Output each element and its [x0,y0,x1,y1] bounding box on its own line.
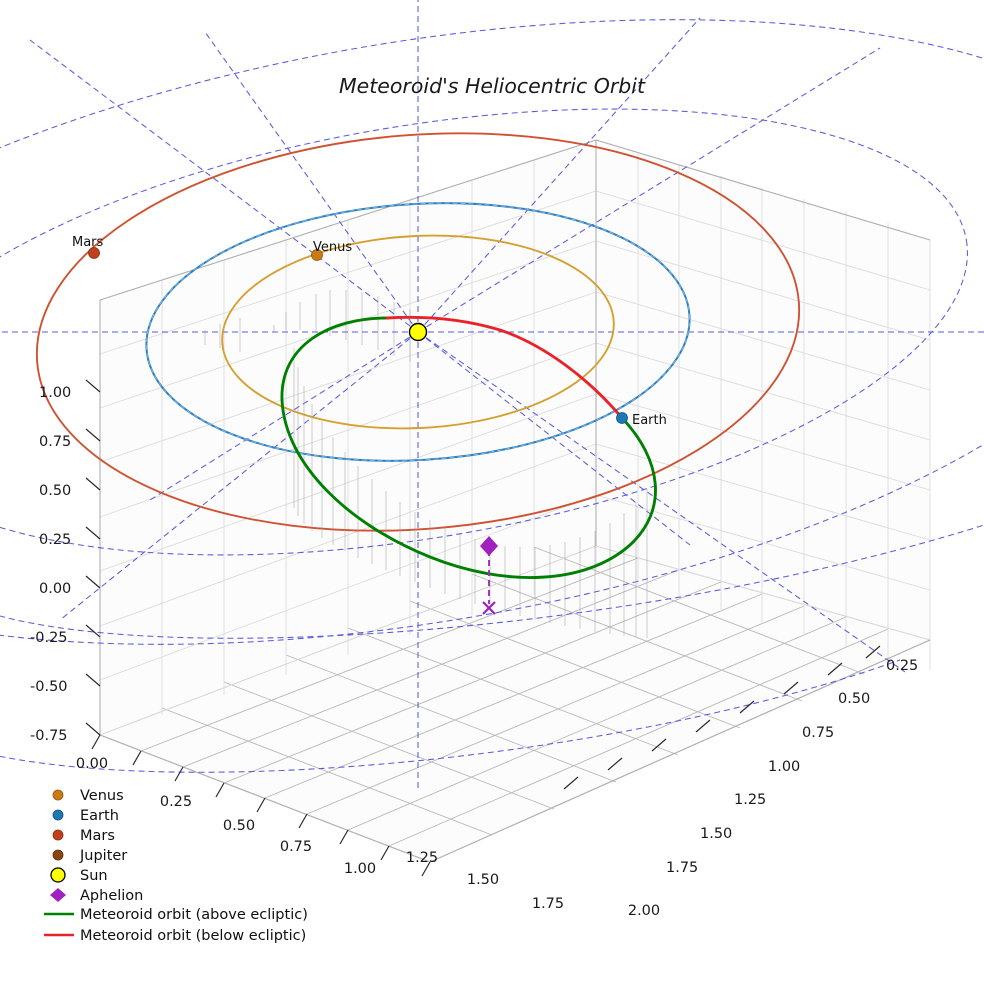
legend-item-aphelion[interactable]: Aphelion [50,888,143,904]
earth-annotation: Earth [632,413,667,428]
venus-marker [311,249,323,261]
legend-earth-circle-icon [52,809,64,821]
z-tick-label-1: 0.75 [39,434,71,450]
legend-label-sun: Sun [80,868,108,884]
body-markers [88,247,628,424]
floor-pane [100,546,930,862]
x-tick-label-6: 1.50 [467,872,499,888]
legend-venus-circle-icon [52,789,64,801]
x-tick-marks [91,734,431,877]
y-axis: 0.25 0.50 0.75 1.00 1.25 1.50 1.75 [563,645,918,876]
mars-marker [88,247,100,259]
meteoroid-orbit [280,315,657,579]
x-tick-label-1: 0.25 [160,794,192,810]
earth-orbit-highlight [145,202,691,462]
legend-jupiter-circle-icon [52,849,64,861]
z-tick-label-0: 1.00 [39,385,71,401]
axis-spines [99,139,931,863]
legend-label-meteoroid-below: Meteoroid orbit (below ecliptic) [80,928,306,944]
legend: Venus Earth Mars Jupiter Sun [44,788,308,944]
x-tick-label-3: 0.75 [280,839,312,855]
x-tick-label-4: 1.00 [344,861,376,877]
x-tick-label-7: 1.75 [532,896,564,912]
legend-item-venus[interactable]: Venus [52,788,124,804]
y-tick-label-4: 1.25 [734,792,766,808]
meteoroid-droplines [204,290,648,638]
mars-annotation: Mars [72,235,104,250]
legend-label-venus: Venus [80,788,124,804]
legend-label-jupiter: Jupiter [79,848,127,864]
legend-label-earth: Earth [80,808,119,824]
mars-orbit [35,132,801,532]
legend-item-sun[interactable]: Sun [50,867,108,884]
x-tick-label-8: 2.00 [628,903,660,919]
z-tick-marks [85,379,101,736]
legend-sun-circle-icon [50,867,66,883]
page-title: Meteoroid's Heliocentric Orbit [339,74,646,98]
ecliptic-reference-lines [0,0,984,790]
legend-item-meteoroid-below[interactable]: Meteoroid orbit (below ecliptic) [44,928,306,944]
axes-panes [100,140,930,862]
y-tick-label-3: 1.00 [768,759,800,775]
z-tick-label-7: -0.75 [30,728,68,744]
jupiter-orbit-ellipse [0,108,968,556]
legend-label-aphelion: Aphelion [80,888,143,904]
legend-aphelion-diamond-icon [50,888,66,902]
x-tick-label-2: 0.50 [223,818,255,834]
aphelion-group [480,536,498,615]
x-tick-label-0: 0.00 [76,756,108,772]
legend-mars-circle-icon [52,829,64,841]
y-tick-label-6: 1.75 [666,860,698,876]
z-tick-label-3: 0.25 [39,532,71,548]
venus-annotation: Venus [313,240,352,255]
legend-item-jupiter[interactable]: Jupiter [52,848,127,864]
venus-orbit [221,234,615,430]
z-axis: 1.00 0.75 0.50 0.25 0.00 -0.25 -0.50 -0.… [30,379,101,744]
aphelion-diamond-marker [480,536,498,556]
y-tick-label-5: 1.50 [700,826,732,842]
y-tick-marks [563,645,881,790]
planet-orbits [35,132,801,532]
y-tick-label-2: 0.75 [802,725,834,741]
legend-item-earth[interactable]: Earth [52,808,119,824]
sun-marker [408,322,428,342]
z-tick-label-5: -0.25 [30,630,68,646]
z-tick-label-6: -0.50 [30,679,68,695]
z-tick-label-4: 0.00 [39,581,71,597]
z-tick-label-2: 0.50 [39,483,71,499]
y-tick-label-0: 0.25 [886,658,918,674]
earth-marker [616,412,628,424]
x-axis: 0.00 0.25 0.50 0.75 1.00 1.25 1.50 1.75 … [76,734,660,919]
y-tick-label-1: 0.50 [838,691,870,707]
x-tick-label-5: 1.25 [406,850,438,866]
body-annotations: Mars Venus Earth [72,235,667,428]
legend-label-meteoroid-above: Meteoroid orbit (above ecliptic) [80,907,308,923]
legend-item-mars[interactable]: Mars [52,828,115,844]
legend-label-mars: Mars [80,828,115,844]
legend-item-meteoroid-above[interactable]: Meteoroid orbit (above ecliptic) [44,907,308,923]
aphelion-projection-x-marker [482,601,496,615]
meteoroid-orbit-below [385,315,624,420]
meteoroid-orbit-above [280,316,657,579]
